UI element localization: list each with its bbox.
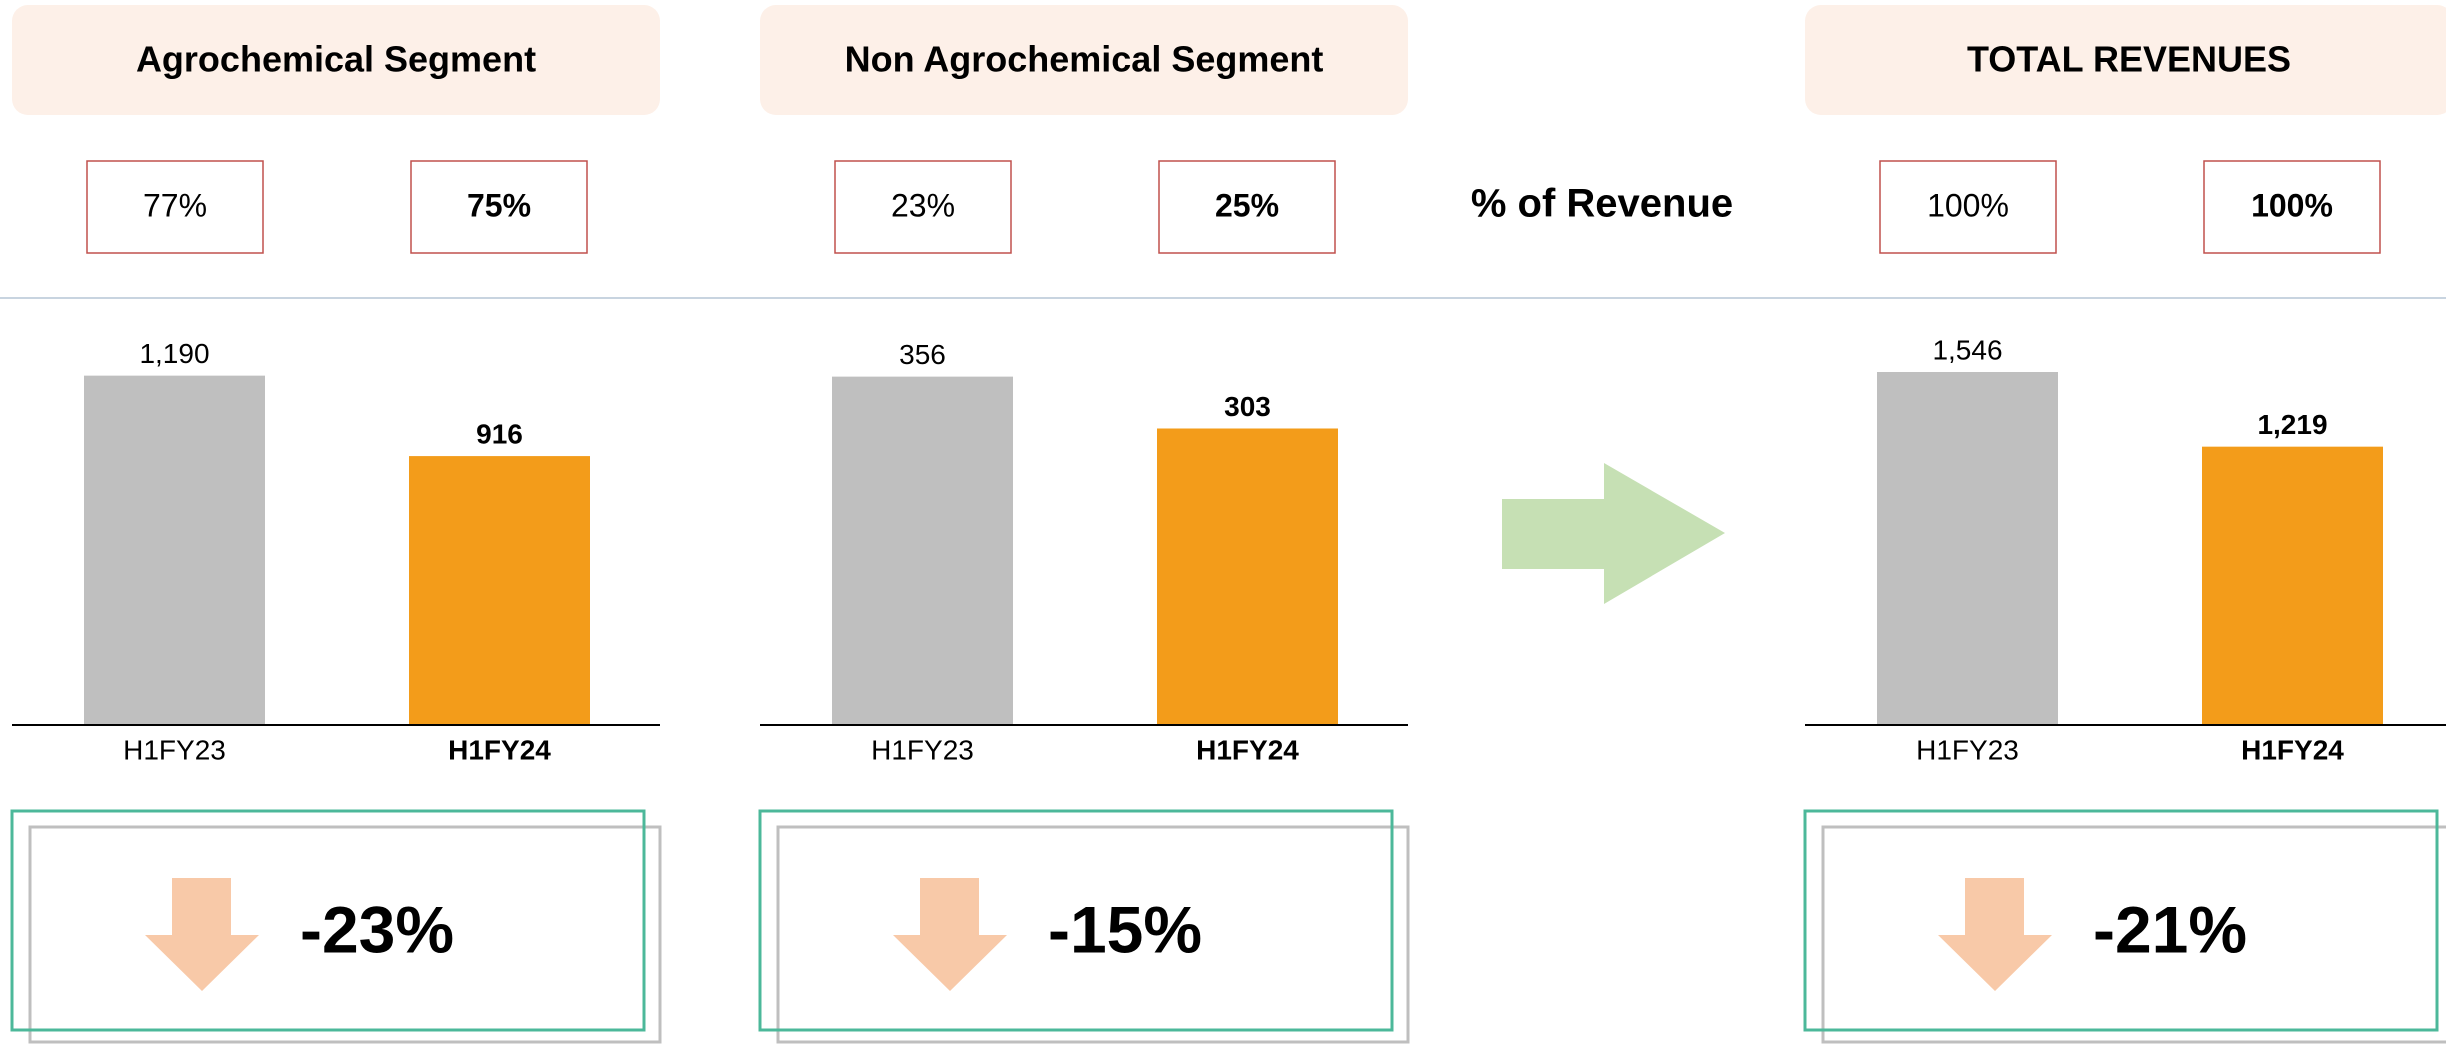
share-box [2203,160,2381,254]
header-box [760,5,1408,115]
value-label: 1,190 [139,338,209,369]
share-label: 100% [1927,187,2009,223]
header-box [1805,5,2446,115]
share-label: 77% [143,187,207,223]
share-label: 75% [467,187,531,223]
bar [1877,371,2058,725]
bar [2202,446,2383,725]
bar [84,375,265,725]
down-arrow [893,878,1007,991]
value-label: 356 [899,339,946,370]
bar [409,456,590,725]
change-box-back [776,825,1410,1044]
value-label: 916 [476,418,523,449]
category-label: H1FY23 [1916,734,2019,765]
category-label: H1FY23 [871,734,974,765]
header-box [12,5,660,115]
down-arrow [145,878,259,991]
chart-title: Agrochemical Segment [136,39,536,80]
share-box [86,160,264,254]
chart-title: Non Agrochemical Segment [845,39,1324,80]
category-label: H1FY23 [123,734,226,765]
change-box [758,809,1394,1032]
change-box-back [1821,825,2446,1044]
share-label: 25% [1215,187,1279,223]
value-label: 1,219 [2257,409,2327,440]
bar [832,376,1013,725]
chart-title: TOTAL REVENUES [1967,39,2291,80]
share-box [834,160,1012,254]
category-label: H1FY24 [448,734,551,765]
share-label: 100% [2251,187,2333,223]
share-box [1879,160,2057,254]
change-label: -23% [300,892,454,966]
share-label: 23% [891,187,955,223]
change-box-back [28,825,662,1044]
right-arrow [1502,463,1725,604]
value-label: 303 [1224,391,1271,422]
category-label: H1FY24 [1196,734,1299,765]
change-label: -15% [1048,892,1202,966]
change-label: -21% [2093,892,2247,966]
category-label: H1FY24 [2241,734,2344,765]
change-box [1803,809,2439,1032]
bar [1157,428,1338,725]
down-arrow [1938,878,2052,991]
share-box [1158,160,1336,254]
change-box [10,809,646,1032]
share-box [410,160,588,254]
row-label: % of Revenue [1471,182,1733,226]
value-label: 1,546 [1932,334,2002,365]
